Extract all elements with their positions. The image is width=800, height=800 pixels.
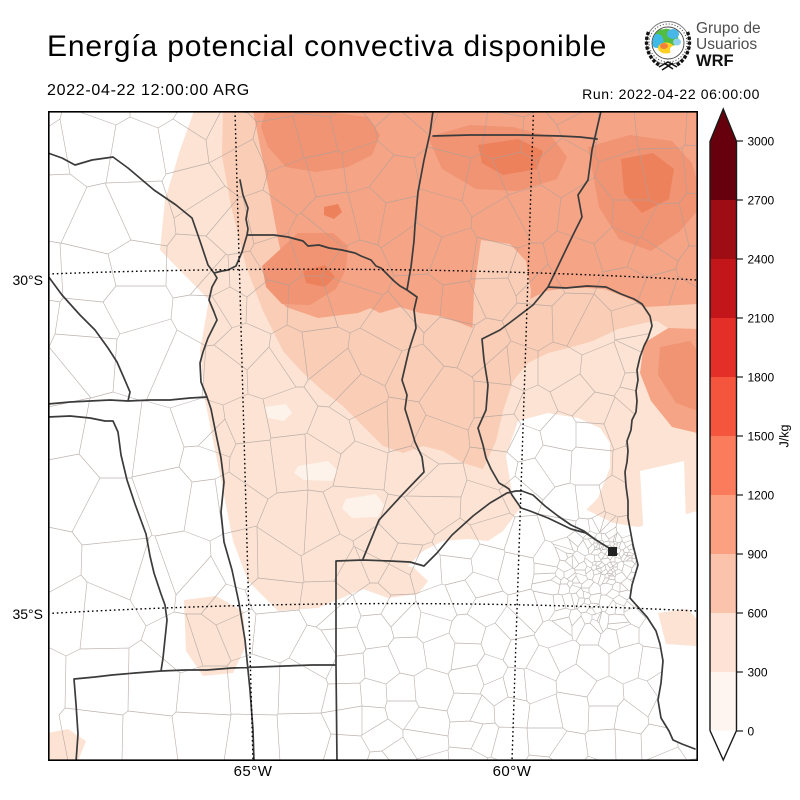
svg-text:1800: 1800 <box>748 370 775 384</box>
svg-text:1200: 1200 <box>748 488 775 502</box>
svg-text:600: 600 <box>748 606 768 620</box>
svg-text:3000: 3000 <box>748 134 775 148</box>
svg-text:900: 900 <box>748 547 768 561</box>
svg-text:2400: 2400 <box>748 252 775 266</box>
svg-text:0: 0 <box>748 724 755 738</box>
svg-text:2700: 2700 <box>748 193 775 207</box>
svg-text:1500: 1500 <box>748 429 775 443</box>
svg-text:J/kg: J/kg <box>778 424 792 447</box>
svg-text:2100: 2100 <box>748 311 775 325</box>
svg-text:300: 300 <box>748 665 768 679</box>
